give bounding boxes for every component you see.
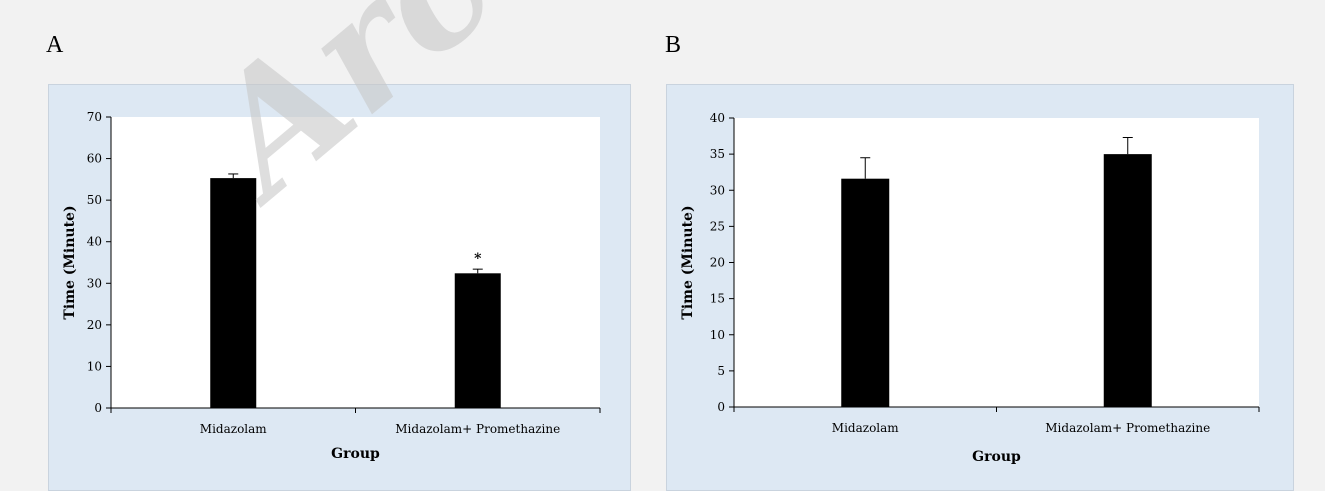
chart-a-y-tick-label: 0 bbox=[94, 401, 102, 415]
chart-b-y-tick-label: 35 bbox=[710, 147, 725, 161]
panel-label-b: B bbox=[665, 32, 682, 58]
chart-a-y-tick-label: 60 bbox=[87, 152, 102, 166]
chart-a-y-tick-label: 50 bbox=[87, 193, 102, 207]
chart-b-y-tick-label: 30 bbox=[710, 183, 725, 197]
chart-a-y-tick-label: 40 bbox=[87, 235, 102, 249]
chart-b-y-tick-label: 15 bbox=[710, 292, 725, 306]
chart-b-bar bbox=[841, 178, 890, 407]
chart-a-category-label: Midazolam+ Promethazine bbox=[395, 422, 560, 436]
chart-a-significance-marker: * bbox=[474, 251, 482, 267]
chart-b-y-axis-title: Time (Minute) bbox=[680, 205, 696, 319]
chart-a-y-tick-label: 30 bbox=[87, 276, 102, 290]
chart-a-area: 0 10 20 30 40 50 60 70 Midazolam * Midazolam+ Prom… bbox=[48, 84, 631, 491]
chart-a-y-tick-label: 10 bbox=[87, 359, 102, 373]
chart-b-y-tick-label: 0 bbox=[717, 400, 725, 414]
chart-b-area: 0 5 10 15 20 25 30 35 40 Midazolam Midazolam+ Prom… bbox=[666, 84, 1294, 491]
chart-b-y-tick-label: 25 bbox=[710, 219, 725, 233]
chart-b-y-tick-label: 10 bbox=[710, 328, 725, 342]
chart-a-y-axis-title: Time (Minute) bbox=[62, 205, 78, 319]
chart-b: 0 5 10 15 20 25 30 35 40 Midazolam Midazolam+ Prom… bbox=[680, 111, 1260, 465]
chart-b-y-tick-label: 5 bbox=[717, 364, 725, 378]
chart-a-category-label: Midazolam bbox=[200, 422, 268, 436]
chart-b-y-tick-label: 20 bbox=[710, 256, 725, 270]
chart-b-plot-area bbox=[734, 118, 1259, 407]
chart-a-y-tick-label: 20 bbox=[87, 318, 102, 332]
chart-b-bar bbox=[1103, 154, 1152, 407]
chart-a-y-tick-label: 70 bbox=[87, 110, 102, 124]
chart-b-category-label: Midazolam bbox=[832, 421, 900, 435]
chart-b-y-tick-label: 40 bbox=[710, 111, 725, 125]
chart-a-bar bbox=[210, 178, 257, 408]
chart-a-plot-area bbox=[111, 117, 600, 408]
chart-b-x-axis-title: Group bbox=[972, 449, 1021, 465]
chart-a: 0 10 20 30 40 50 60 70 Midazolam * Midazolam+ Prom… bbox=[62, 110, 601, 462]
chart-a-bar bbox=[454, 273, 501, 408]
chart-b-category-label: Midazolam+ Promethazine bbox=[1045, 421, 1210, 435]
chart-a-x-axis-title: Group bbox=[331, 446, 380, 462]
panel-label-a: A bbox=[46, 32, 64, 58]
